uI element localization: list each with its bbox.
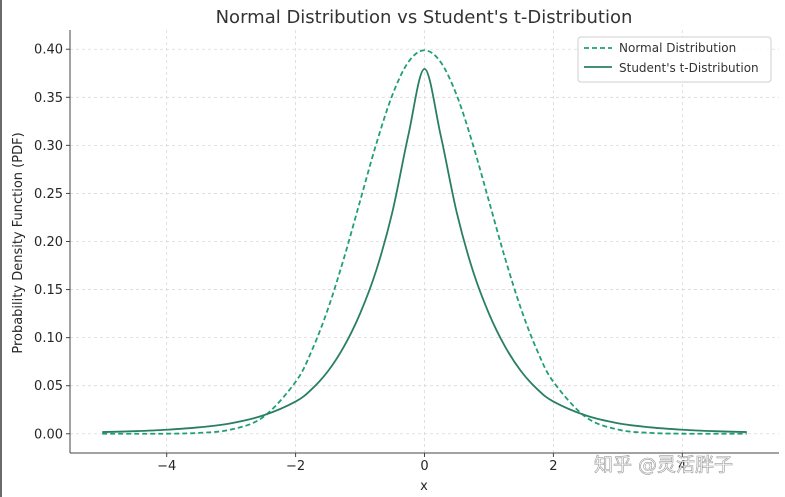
y-tick-label: 0.15 xyxy=(34,283,63,298)
x-tick-label: 4 xyxy=(678,459,686,474)
x-tick-label: 0 xyxy=(420,459,428,474)
legend-label-normal: Normal Distribution xyxy=(619,41,736,55)
y-tick-label: 0.40 xyxy=(34,43,63,58)
legend-box xyxy=(577,36,772,83)
watermark-text: 知乎 @灵活胖子 xyxy=(594,454,733,476)
y-tick-label: 0.20 xyxy=(34,235,63,250)
grid xyxy=(70,30,779,453)
left-frame-border xyxy=(0,0,2,497)
y-tick-label: 0.10 xyxy=(34,331,63,346)
y-tick-label: 0.35 xyxy=(34,91,63,106)
y-tick-label: 0.05 xyxy=(34,379,63,394)
x-tick-label: −4 xyxy=(157,459,176,474)
ticks: 0.00 0.05 0.10 0.15 0.20 0.25 0.30 0.35 0.40 −4 −2… xyxy=(34,43,686,474)
legend: Normal Distribution Student's t-Distribu… xyxy=(577,36,772,83)
series-line-t xyxy=(102,67,747,433)
y-tick-label: 0.25 xyxy=(34,187,63,202)
legend-label-t: Student's t-Distribution xyxy=(619,61,759,75)
x-axis-label: x xyxy=(420,479,428,494)
x-tick-label: 2 xyxy=(549,459,557,474)
x-tick-label: −2 xyxy=(286,459,305,474)
chart-title: Normal Distribution vs Student's t-Distr… xyxy=(216,7,633,28)
y-axis-label: Probability Density Function (PDF) xyxy=(11,132,26,353)
y-tick-label: 0.30 xyxy=(34,139,63,154)
y-tick-label: 0.00 xyxy=(34,427,63,442)
series-layer xyxy=(102,49,747,435)
series-line-normal xyxy=(102,49,747,435)
